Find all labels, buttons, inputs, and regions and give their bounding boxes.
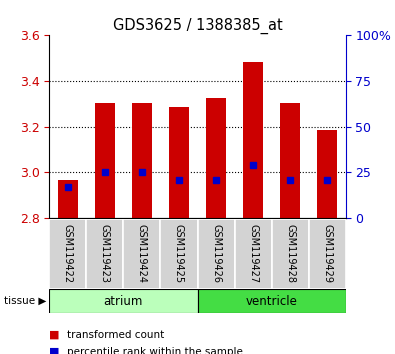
Bar — [272, 219, 308, 289]
Text: tissue ▶: tissue ▶ — [4, 296, 46, 306]
Bar — [95, 103, 115, 218]
Bar — [160, 219, 198, 289]
Bar — [87, 219, 123, 289]
Bar — [198, 219, 235, 289]
Bar — [317, 130, 337, 218]
Text: ■: ■ — [49, 347, 60, 354]
Bar — [169, 107, 189, 218]
Text: GSM119423: GSM119423 — [100, 224, 110, 284]
Bar — [123, 219, 160, 289]
Bar — [243, 62, 263, 218]
Text: GSM119429: GSM119429 — [322, 224, 332, 284]
Text: GSM119426: GSM119426 — [211, 224, 221, 284]
Text: GSM119425: GSM119425 — [174, 224, 184, 284]
Text: GSM119422: GSM119422 — [63, 224, 73, 284]
Bar — [49, 219, 87, 289]
Bar — [132, 103, 152, 218]
Bar — [235, 219, 272, 289]
Title: GDS3625 / 1388385_at: GDS3625 / 1388385_at — [113, 18, 282, 34]
Text: GSM119427: GSM119427 — [248, 224, 258, 284]
Bar — [198, 289, 346, 313]
Text: GSM119428: GSM119428 — [285, 224, 295, 284]
Bar — [308, 219, 346, 289]
Text: transformed count: transformed count — [67, 330, 164, 339]
Text: ■: ■ — [49, 330, 60, 339]
Text: atrium: atrium — [104, 295, 143, 308]
Text: percentile rank within the sample: percentile rank within the sample — [67, 347, 243, 354]
Bar — [206, 98, 226, 218]
Bar — [58, 180, 78, 218]
Bar — [49, 289, 198, 313]
Text: ventricle: ventricle — [246, 295, 297, 308]
Text: GSM119424: GSM119424 — [137, 224, 147, 284]
Bar — [280, 103, 300, 218]
